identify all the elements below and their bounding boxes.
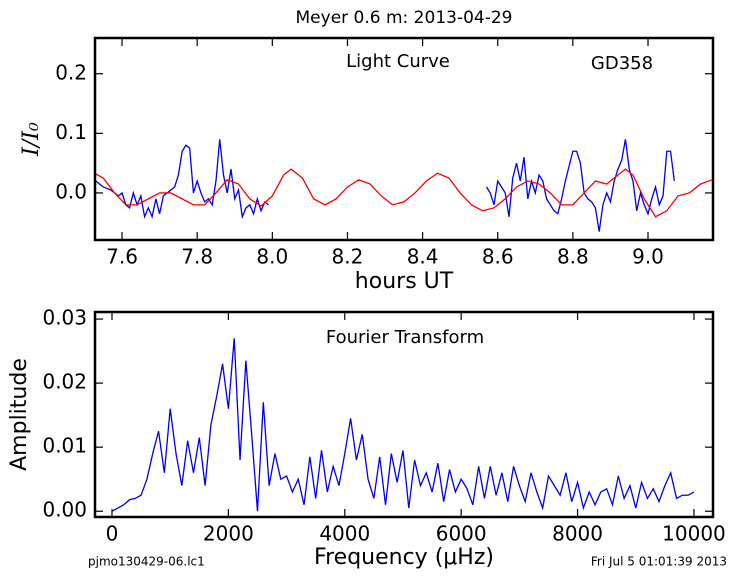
footer-right: Fri Jul 5 01:01:39 2013 bbox=[591, 555, 727, 569]
y-tick-label: 0.2 bbox=[55, 60, 87, 84]
x-tick-label: 0 bbox=[106, 522, 119, 546]
x-tick-label: 6000 bbox=[436, 522, 487, 546]
y-tick-label: 0.00 bbox=[42, 498, 87, 522]
x-tick-label: 8.2 bbox=[332, 245, 364, 269]
y-tick-label: 0.1 bbox=[55, 120, 87, 144]
x-tick-label: 10000 bbox=[662, 522, 726, 546]
footer-left: pjmo130429-06.lc1 bbox=[88, 555, 205, 569]
x-tick-label: 2000 bbox=[203, 522, 254, 546]
x-tick-label: 8.0 bbox=[256, 245, 288, 269]
annotation: Light Curve bbox=[346, 51, 450, 72]
annotation: Fourier Transform bbox=[326, 327, 484, 348]
data-line bbox=[95, 168, 713, 218]
x-tick-label: 8000 bbox=[552, 522, 603, 546]
x-tick-label: 8.8 bbox=[557, 245, 589, 269]
x-tick-label: 8.6 bbox=[482, 245, 514, 269]
y-tick-label: 0.03 bbox=[42, 306, 87, 330]
y-tick-label: 0.01 bbox=[42, 434, 87, 458]
data-line bbox=[95, 139, 675, 232]
annotation: GD358 bbox=[591, 53, 653, 74]
x-tick-label: 9.0 bbox=[632, 245, 664, 269]
y-axis-label: Amplitude bbox=[7, 358, 32, 471]
y-tick-label: 0.02 bbox=[42, 370, 87, 394]
plot-frame bbox=[93, 310, 715, 519]
plot-frame bbox=[93, 36, 715, 242]
x-tick-label: 4000 bbox=[319, 522, 370, 546]
x-axis-label: hours UT bbox=[355, 269, 454, 294]
y-tick-label: 0.0 bbox=[55, 179, 87, 203]
x-tick-label: 7.8 bbox=[181, 245, 213, 269]
x-tick-label: 7.6 bbox=[106, 245, 138, 269]
y-axis-label: I/I₀ bbox=[19, 122, 44, 157]
data-line bbox=[111, 338, 695, 512]
figure-title: Meyer 0.6 m: 2013-04-29 bbox=[296, 8, 513, 28]
x-tick-label: 8.4 bbox=[407, 245, 439, 269]
x-axis-label: Frequency (μHz) bbox=[314, 545, 494, 570]
